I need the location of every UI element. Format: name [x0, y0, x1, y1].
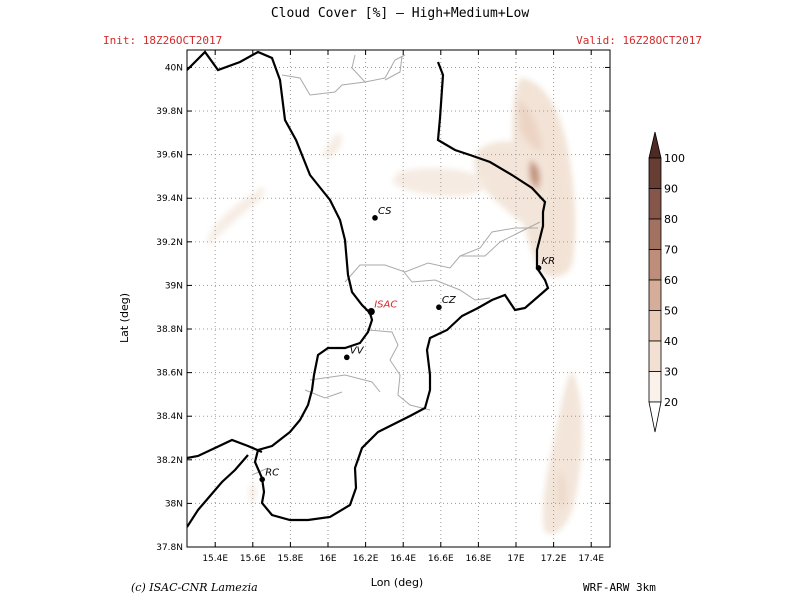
axis-ticks: 15.4E 15.6E 15.8E 16E 16.2E 16.4E 16.6E 16.8E 17… [156, 50, 610, 564]
colorbar-label: 60 [664, 274, 678, 287]
colorbar-segment [648, 249, 662, 281]
model-label: WRF-ARW 3km [583, 581, 656, 594]
colorbar-label: 30 [664, 366, 678, 379]
city-label: CZ [442, 295, 457, 306]
city-dot [436, 304, 442, 311]
y-tick-label: 38.4N [156, 412, 183, 422]
colorbar-segment [648, 340, 662, 372]
y-tick-label: 39N [165, 281, 183, 291]
city-dot [535, 265, 542, 271]
copyright-label: (c) ISAC-CNR Lamezia [131, 581, 258, 594]
cloud-cover-field [206, 78, 583, 534]
x-tick-label: 16.6E [428, 554, 454, 564]
province-boundaries [251, 54, 541, 476]
y-tick-label: 39.2N [156, 238, 183, 248]
map-frame [186, 49, 611, 548]
x-tick-label: 16E [319, 554, 336, 564]
valid-time: Valid: 16Z28OCT2017 [576, 34, 702, 47]
city-dot [344, 354, 350, 361]
colorbar-label: 80 [664, 213, 678, 226]
x-tick-label: 15.4E [202, 554, 228, 564]
city-markers: CS KR ISAC CZ VV RC [259, 206, 556, 483]
y-tick-label: 38.8N [156, 325, 183, 335]
y-tick-label: 38.6N [156, 369, 183, 379]
city-label: VV [350, 345, 365, 356]
colorbar: 20 30 40 50 60 70 80 90 100 [648, 131, 685, 433]
colorbar-segment [648, 218, 662, 250]
colorbar-segment [648, 188, 662, 220]
y-axis-label: Lat (deg) [118, 293, 131, 343]
city-dot [259, 476, 266, 483]
city-label: KR [542, 256, 556, 267]
city-label: RC [265, 467, 279, 478]
y-tick-label: 39.6N [156, 151, 183, 161]
city-label: CS [378, 206, 392, 217]
init-time: Init: 18Z26OCT2017 [103, 34, 223, 47]
x-tick-label: 15.6E [240, 554, 266, 564]
colorbar-bottom-arrow [648, 401, 662, 433]
x-tick-label: 16.2E [353, 554, 379, 564]
y-tick-label: 39.8N [156, 107, 183, 117]
colorbar-label: 70 [664, 244, 678, 257]
y-tick-label: 39.4N [156, 194, 183, 204]
city-label: ISAC [374, 300, 397, 311]
colorbar-top-arrow [648, 131, 662, 159]
colorbar-segment [648, 371, 662, 403]
city-dot [372, 215, 378, 221]
city-dot [367, 307, 375, 316]
y-tick-label: 40N [165, 63, 183, 73]
colorbar-label: 50 [664, 305, 678, 318]
x-tick-label: 16.8E [466, 554, 492, 564]
colorbar-label: 90 [664, 183, 678, 196]
y-tick-label: 38N [165, 499, 183, 509]
x-tick-label: 15.8E [278, 554, 304, 564]
x-axis-label: Lon (deg) [371, 576, 423, 589]
x-tick-label: 17.2E [541, 554, 567, 564]
colorbar-segment [648, 157, 662, 189]
chart-title: Cloud Cover [%] — High+Medium+Low [270, 6, 530, 21]
colorbar-label: 20 [664, 396, 678, 409]
x-tick-label: 17.4E [578, 554, 604, 564]
y-tick-label: 37.8N [156, 543, 183, 553]
coastline [187, 50, 550, 528]
x-tick-label: 16.4E [390, 554, 416, 564]
x-tick-label: 17E [507, 554, 524, 564]
colorbar-label: 100 [664, 152, 685, 165]
colorbar-segment [648, 279, 662, 311]
colorbar-segment [648, 310, 662, 342]
colorbar-label: 40 [664, 335, 678, 348]
y-tick-label: 38.2N [156, 456, 183, 466]
